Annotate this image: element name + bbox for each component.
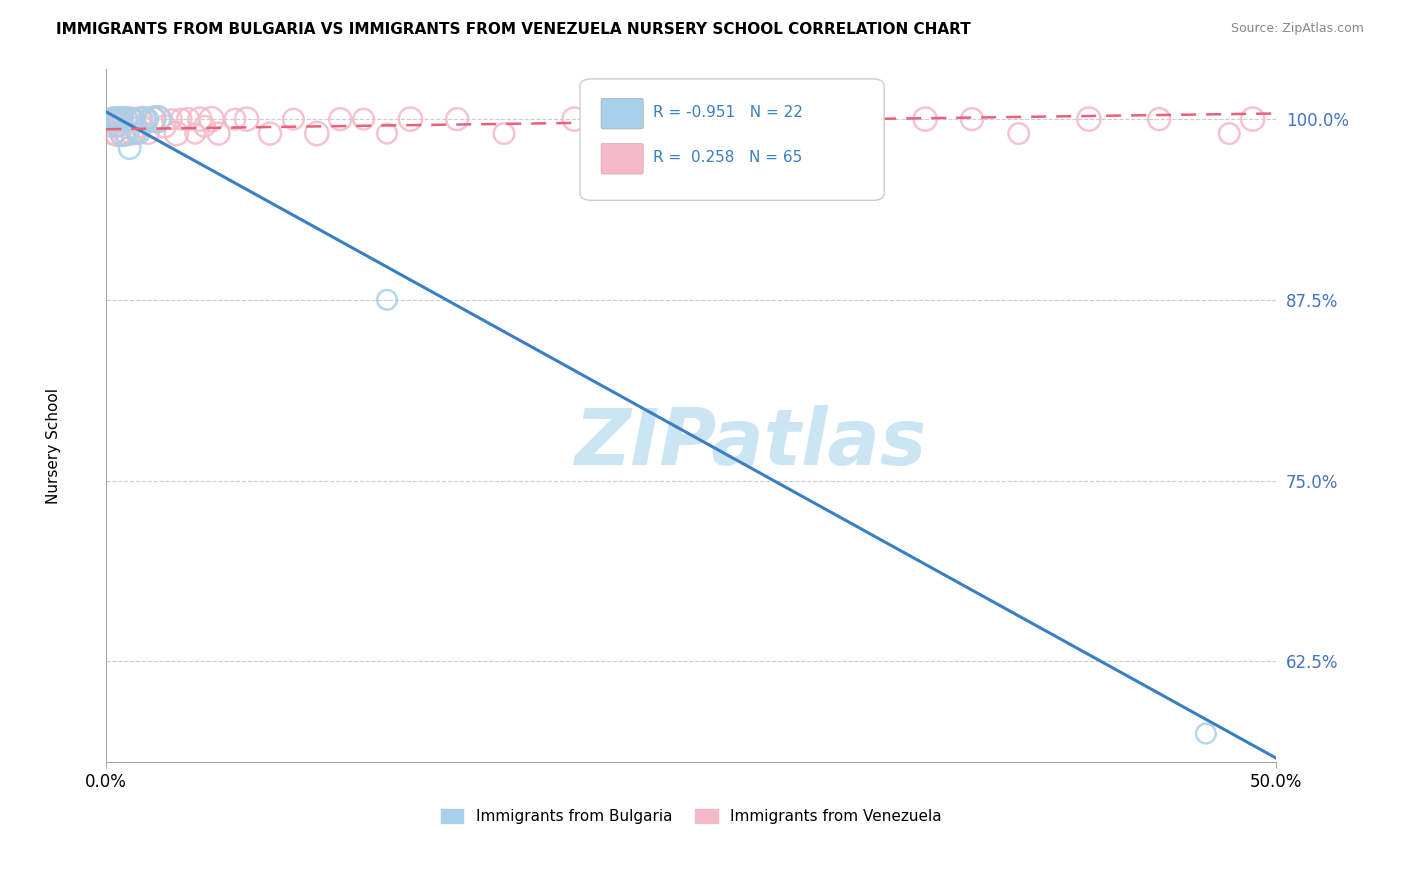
Point (399, 112, 422, 127)
Point (160, 112, 183, 127)
Legend: Immigrants from Bulgaria, Immigrants from Venezuela: Immigrants from Bulgaria, Immigrants fro… (440, 809, 942, 824)
FancyBboxPatch shape (602, 98, 643, 128)
Point (283, 112, 305, 127)
Point (131, 120, 153, 134)
Point (121, 127, 143, 141)
Point (138, 112, 160, 127)
Point (235, 112, 257, 127)
Point (1358, 112, 1381, 127)
Point (1288, 112, 1310, 127)
Point (193, 120, 215, 134)
FancyBboxPatch shape (581, 78, 884, 201)
Point (114, 112, 136, 127)
FancyBboxPatch shape (602, 144, 643, 174)
Point (1382, 127, 1405, 141)
Point (170, 112, 193, 127)
Point (107, 112, 129, 127)
Point (960, 112, 983, 127)
Point (125, 127, 148, 141)
Point (107, 120, 129, 134)
Point (562, 112, 585, 127)
Point (142, 112, 165, 127)
Point (138, 127, 160, 141)
Point (104, 112, 127, 127)
Point (117, 112, 139, 127)
Point (142, 112, 165, 127)
Point (153, 120, 176, 134)
Point (1336, 112, 1358, 127)
Point (914, 112, 936, 127)
Point (146, 112, 169, 127)
Point (128, 127, 150, 141)
Point (797, 112, 820, 127)
Point (200, 112, 222, 127)
Point (132, 112, 155, 127)
Text: Source: ZipAtlas.com: Source: ZipAtlas.com (1230, 22, 1364, 36)
Point (184, 127, 207, 141)
Point (110, 120, 132, 134)
Point (375, 127, 398, 141)
Point (103, 112, 125, 127)
Point (727, 112, 749, 127)
Text: IMMIGRANTS FROM BULGARIA VS IMMIGRANTS FROM VENEZUELA NURSERY SCHOOL CORRELATION: IMMIGRANTS FROM BULGARIA VS IMMIGRANTS F… (56, 22, 972, 37)
Text: R = -0.951   N = 22: R = -0.951 N = 22 (652, 104, 803, 120)
Point (124, 112, 146, 127)
Point (131, 112, 153, 127)
Point (146, 112, 169, 127)
Point (329, 112, 352, 127)
Point (188, 112, 211, 127)
Point (128, 112, 150, 127)
Point (633, 112, 655, 127)
Point (111, 112, 134, 127)
Point (100, 120, 122, 134)
Point (100, 112, 122, 127)
Point (446, 112, 468, 127)
Point (110, 112, 132, 127)
Point (177, 112, 200, 127)
Point (97, 112, 120, 127)
Text: R =  0.258   N = 65: R = 0.258 N = 65 (652, 150, 801, 165)
Point (844, 127, 866, 141)
Point (353, 112, 375, 127)
Point (121, 112, 143, 127)
Point (492, 127, 515, 141)
Point (103, 112, 125, 127)
Point (125, 127, 148, 141)
Point (259, 127, 281, 141)
Point (114, 112, 136, 127)
Point (681, 127, 703, 141)
Point (165, 127, 187, 141)
Point (104, 120, 127, 134)
Point (110, 112, 132, 127)
Point (114, 127, 136, 141)
Point (305, 127, 328, 141)
Point (100, 112, 122, 127)
Point (1195, 726, 1218, 740)
Point (118, 112, 141, 127)
Point (375, 293, 398, 307)
Point (104, 112, 127, 127)
Point (118, 141, 141, 155)
Point (103, 127, 125, 141)
Point (1241, 112, 1264, 127)
Point (132, 112, 155, 127)
Text: ZIPatlas: ZIPatlas (574, 405, 925, 482)
Point (1008, 127, 1031, 141)
Point (124, 112, 146, 127)
Point (1312, 127, 1334, 141)
Point (1218, 127, 1240, 141)
Point (1077, 112, 1099, 127)
Point (97, 112, 120, 127)
Point (207, 127, 229, 141)
Text: Nursery School: Nursery School (46, 388, 60, 504)
Point (111, 127, 134, 141)
Point (224, 112, 246, 127)
Point (107, 127, 129, 141)
Point (1147, 112, 1170, 127)
Point (111, 127, 134, 141)
Point (117, 127, 139, 141)
Point (107, 112, 129, 127)
